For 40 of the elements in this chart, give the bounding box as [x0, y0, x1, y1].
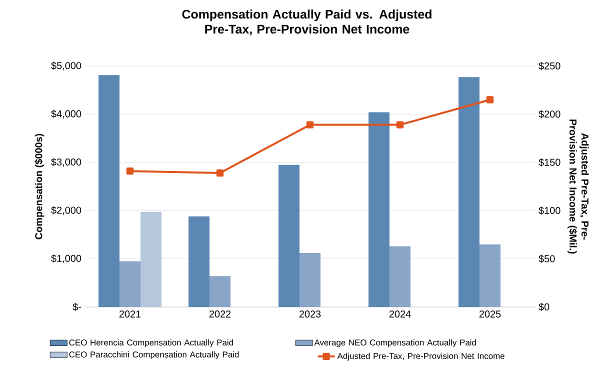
y-tick-label: $2,000 [51, 206, 82, 215]
bar [390, 246, 411, 307]
legend-label: CEO Paracchini Compensation Actually Paid [69, 351, 239, 360]
y2-tick-label: $150 [538, 158, 560, 166]
x-tick-label: 2025 [479, 310, 501, 318]
x-tick-label: 2024 [389, 310, 411, 318]
chart-title: Compensation Actually Paid vs. Adjusted Pre-Tax, Pre-Provision Net Income [182, 10, 432, 36]
x-tick-label: 2021 [119, 310, 141, 318]
bar [278, 164, 300, 307]
y-tick-label: $4,000 [51, 110, 82, 119]
point [486, 96, 494, 104]
y-tick-label: $- [72, 302, 82, 312]
bar [140, 212, 162, 307]
y2-tick-label: $200 [538, 110, 560, 118]
y2-tick-label: $250 [538, 62, 560, 70]
y-tick-label: $5,000 [51, 62, 82, 70]
bar [480, 244, 501, 307]
bar [300, 253, 320, 307]
bar [210, 276, 230, 307]
legend-label: Adjusted Pre-Tax, Pre-Provision Net Income [337, 352, 504, 361]
bar [458, 77, 480, 307]
y2-tick-label: $100 [538, 206, 560, 215]
x-tick-label: 2022 [209, 310, 231, 318]
y-axis-title: Compensation ($000s) [34, 134, 44, 240]
legend-label: Average NEO Compensation Actually Paid [314, 339, 476, 348]
point [396, 121, 404, 128]
y2-axis-title: Adjusted Pre-Tax, Pre-Provision Net Income ($Mil.) [568, 120, 589, 254]
bar [98, 75, 120, 307]
y-tick-label: $3,000 [51, 158, 82, 167]
point [306, 121, 314, 128]
point [126, 167, 134, 175]
x-tick-label: 2023 [299, 310, 321, 318]
legend-label: CEO Herencia Compensation Actually Paid [69, 339, 234, 348]
y2-tick-label: $50 [538, 254, 555, 263]
bar [368, 112, 390, 307]
y2-tick-label: $0 [538, 302, 550, 312]
point [216, 169, 224, 177]
bar [120, 261, 140, 307]
y-tick-label: $1,000 [51, 254, 82, 264]
bar [188, 216, 210, 307]
